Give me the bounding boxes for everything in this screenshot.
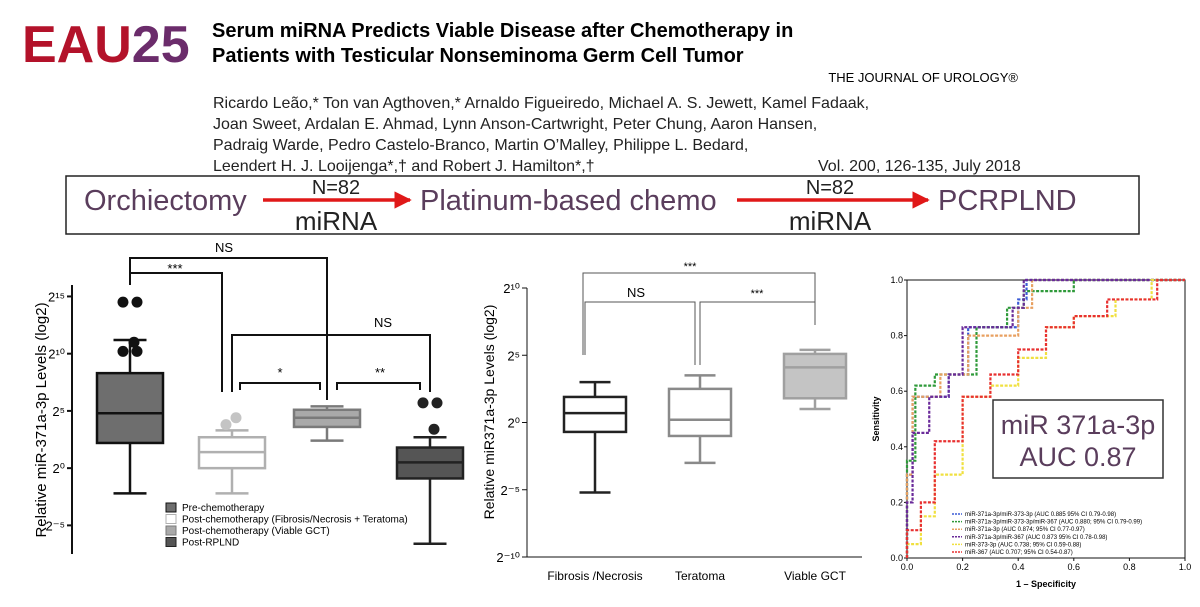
outlier xyxy=(117,345,129,357)
annotation: *** xyxy=(684,261,698,273)
outlier xyxy=(431,397,443,409)
y-tick-label: 2¹⁰ xyxy=(48,347,65,362)
arrow-label: N=82 xyxy=(806,177,854,199)
y-tick-label: 0.6 xyxy=(890,386,903,396)
y-axis-label: Relative miR-371a-3p Levels (log2) xyxy=(33,302,50,537)
x-tick-label: 0.2 xyxy=(956,562,969,572)
y-tick-label: 2⁰ xyxy=(53,461,65,476)
authors: Leendert H. J. Looijenga*,† and Robert J… xyxy=(213,158,595,175)
annotation: NS xyxy=(215,240,233,255)
roc-curve xyxy=(905,278,1185,558)
arrow-label: miRNA xyxy=(789,206,872,236)
legend-label: Pre-chemotherapy xyxy=(182,503,264,514)
y-axis-label: Relative miR371a-3p Levels (log2) xyxy=(481,305,497,520)
x-tick-label: 0.6 xyxy=(1068,562,1081,572)
annotation-box xyxy=(992,399,1164,479)
significance-brackets xyxy=(582,272,816,365)
legend-label: Post-RPLND xyxy=(182,538,239,549)
x-axis-label: 1 – Specificity xyxy=(1016,579,1076,589)
x-tick-label: 0.8 xyxy=(1123,562,1136,572)
outlier xyxy=(417,397,429,409)
box xyxy=(562,395,628,434)
title: Serum miRNA Predicts Viable Disease afte… xyxy=(212,20,793,42)
y-tick-label: 0.8 xyxy=(890,331,903,341)
roc-curve xyxy=(905,278,1185,558)
outlier xyxy=(117,296,129,308)
flow-step: Platinum-based chemo xyxy=(420,185,717,217)
legend-label: miR-371a-3p/miR-367 (AUC 0.873 95% CI 0.… xyxy=(965,535,1107,541)
authors: Padraig Warde, Pedro Castelo-Branco, Mar… xyxy=(213,137,748,154)
y-tick-label: 2⁰ xyxy=(508,416,520,431)
y-tick-label: 0.0 xyxy=(890,553,903,563)
y-tick-label: 2¹⁰ xyxy=(503,281,520,296)
flow-box xyxy=(65,175,1140,235)
y-axis-label: Sensitivity xyxy=(871,396,881,441)
legend-label: miR-367 (AUC 0.707; 95% CI 0.54-0.87) xyxy=(965,550,1073,556)
flow-step: Orchiectomy xyxy=(84,185,247,217)
y-tick-label: 2⁵ xyxy=(507,348,520,363)
outlier xyxy=(131,296,143,308)
significance-brackets xyxy=(129,257,431,400)
flow-step: PCRPLND xyxy=(938,185,1077,217)
legend-label: Post-chemotherapy (Viable GCT) xyxy=(182,526,330,537)
box xyxy=(667,387,733,438)
y-tick-label: 2⁻⁵ xyxy=(46,518,65,533)
legend-swatch xyxy=(165,502,177,513)
box xyxy=(782,352,848,400)
outlier xyxy=(128,336,140,348)
annotation: * xyxy=(277,365,282,380)
legend-swatch xyxy=(165,514,177,524)
arrow-label: N=82 xyxy=(312,177,360,199)
y-tick-label: 2⁵ xyxy=(52,404,65,419)
legend-label: miR-373-3p (AUC 0.738; 95% CI 0.59-0.88) xyxy=(965,542,1081,548)
title: Patients with Testicular Nonseminoma Ger… xyxy=(212,45,744,67)
annotation: *** xyxy=(167,261,182,276)
annotation: ** xyxy=(375,365,385,380)
x-tick-label: Teratoma xyxy=(675,569,725,583)
roc-curve xyxy=(905,278,1185,558)
x-tick-label: 0.4 xyxy=(1012,562,1025,572)
annotation: AUC 0.87 xyxy=(1019,442,1136,472)
y-tick-label: 0.2 xyxy=(890,497,903,507)
annotation: *** xyxy=(751,288,765,300)
outlier xyxy=(220,419,232,431)
x-tick-label: 1.0 xyxy=(1179,562,1192,572)
y-tick-label: 0.4 xyxy=(890,442,903,452)
x-tick-label: Fibrosis /Necrosis xyxy=(547,569,642,583)
authors: Ricardo Leão,* Ton van Agthoven,* Arnald… xyxy=(213,95,869,112)
journal: THE JOURNAL OF UROLOGY® xyxy=(828,70,1018,85)
annotation: miR 371a-3p xyxy=(1001,410,1156,440)
x-tick-label: Viable GCT xyxy=(784,569,846,583)
legend-label: miR-371a-3p/miR-373-3p (AUC 0.885 95% CI… xyxy=(965,512,1116,518)
y-tick-label: 2⁻¹⁰ xyxy=(496,550,520,565)
legend-label: miR-371a-3p (AUC 0.874; 95% CI 0.77-0.97… xyxy=(965,527,1085,533)
y-tick-label: 2⁻⁵ xyxy=(501,483,520,498)
y-tick-label: 2¹⁵ xyxy=(48,289,65,304)
legend-swatch xyxy=(165,525,177,536)
outlier xyxy=(428,423,440,435)
roc-curve xyxy=(905,278,1185,558)
y-tick-label: 1.0 xyxy=(890,275,903,285)
authors: Joan Sweet, Ardalan E. Ahmad, Lynn Anson… xyxy=(213,116,817,133)
legend-label: Post-chemotherapy (Fibrosis/Necrosis + T… xyxy=(182,515,408,526)
legend-swatch xyxy=(165,537,177,547)
x-tick-label: 0.0 xyxy=(901,562,914,572)
legend-label: miR-371a-3p/miR-373-3p/miR-367 (AUC 0.88… xyxy=(965,520,1142,526)
logo: EAU25 xyxy=(22,16,190,74)
roc-curve xyxy=(905,278,1185,558)
box xyxy=(95,371,165,445)
arrow-label: miRNA xyxy=(295,206,378,236)
annotation: NS xyxy=(374,315,392,330)
outlier xyxy=(230,412,242,424)
annotation: NS xyxy=(627,285,645,300)
outlier xyxy=(131,345,143,357)
citation: Vol. 200, 126-135, July 2018 xyxy=(818,158,1021,175)
